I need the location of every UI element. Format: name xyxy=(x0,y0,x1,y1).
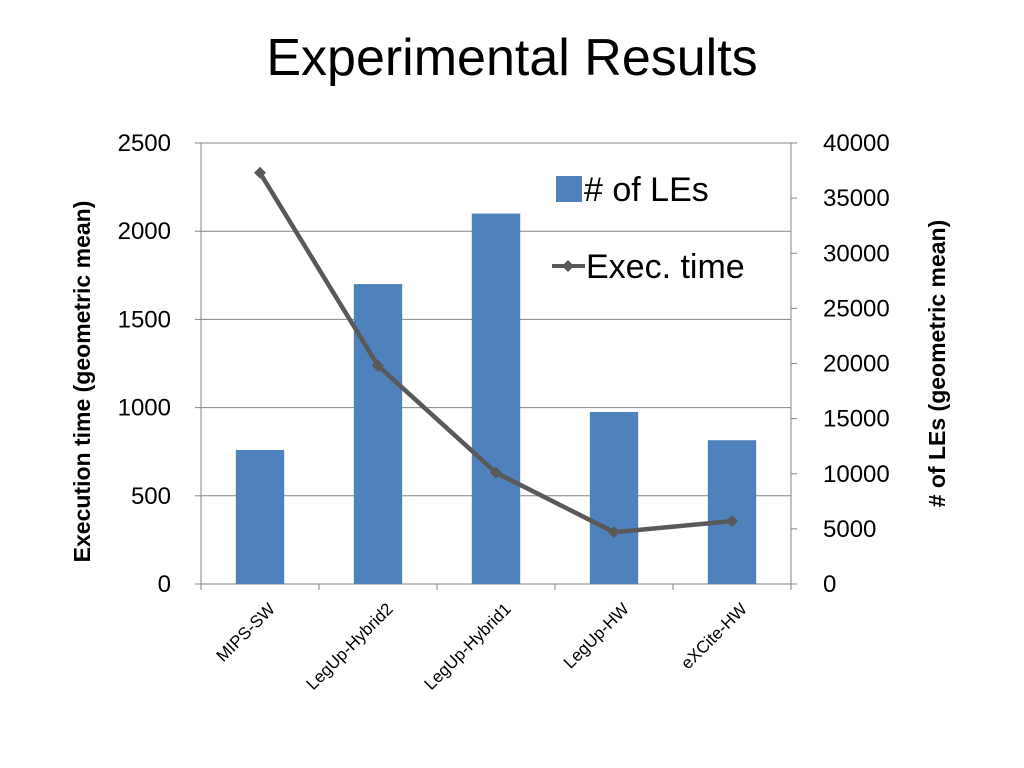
legend-bar-label: # of LEs xyxy=(584,171,709,209)
right-tick-label: 35000 xyxy=(823,185,890,212)
line-point xyxy=(608,526,620,539)
line-point xyxy=(726,515,738,528)
category-label: LegUp-Hybrid1 xyxy=(421,599,515,693)
left-axis-title: Execution time (geometric mean) xyxy=(69,201,95,563)
right-tick-label: 30000 xyxy=(823,240,890,267)
right-tick-label: 40000 xyxy=(823,130,890,157)
category-label: LegUp-Hybrid2 xyxy=(303,599,397,693)
legend-bar-swatch xyxy=(556,176,582,202)
left-tick-label: 500 xyxy=(131,483,171,510)
left-tick-label: 1500 xyxy=(118,306,171,333)
bar xyxy=(707,440,757,584)
bar xyxy=(471,213,521,584)
left-tick-label: 1000 xyxy=(118,395,171,422)
bar xyxy=(589,412,639,584)
category-label: MIPS-SW xyxy=(213,599,279,665)
category-label: eXCite-HW xyxy=(677,599,751,673)
right-tick-label: 25000 xyxy=(823,295,890,322)
left-tick-label: 0 xyxy=(158,571,171,598)
bar xyxy=(353,284,403,584)
left-tick-label: 2500 xyxy=(118,130,171,157)
category-label: LegUp-HW xyxy=(560,599,633,672)
line-point xyxy=(254,166,266,179)
line-point xyxy=(490,466,502,479)
right-axis-title: # of LEs (geometric mean) xyxy=(924,220,950,508)
right-tick-label: 0 xyxy=(823,571,836,598)
bar xyxy=(235,449,285,584)
legend-line-label: Exec. time xyxy=(586,248,745,286)
right-tick-label: 10000 xyxy=(823,461,890,488)
left-tick-label: 2000 xyxy=(118,218,171,245)
right-tick-label: 20000 xyxy=(823,351,890,378)
line-point xyxy=(372,359,384,372)
right-tick-label: 5000 xyxy=(823,516,876,543)
legend-line-marker xyxy=(562,260,574,272)
slide-title: Experimental Results xyxy=(266,29,758,87)
right-tick-label: 15000 xyxy=(823,406,890,433)
